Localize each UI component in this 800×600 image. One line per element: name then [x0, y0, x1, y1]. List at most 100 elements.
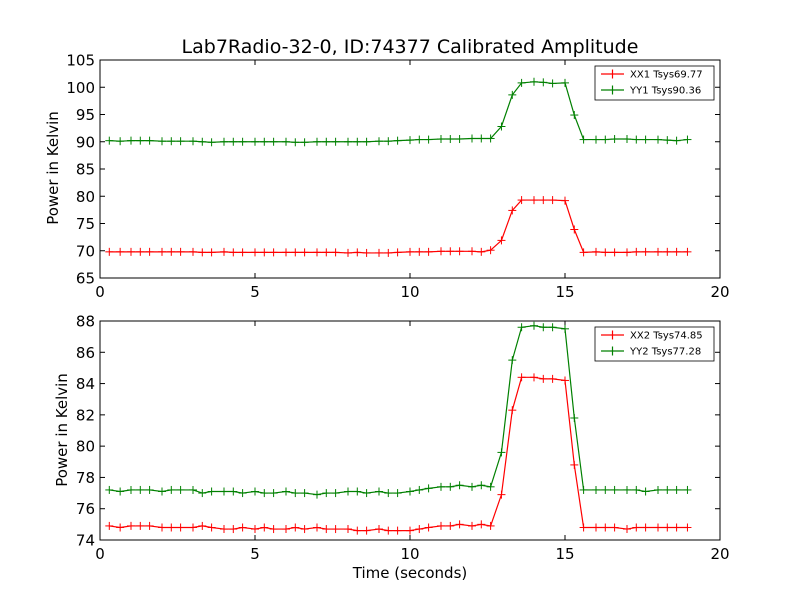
bottom-data-point-2: [145, 485, 154, 494]
top-data-point-2: [508, 90, 517, 99]
top-data-point-1: [260, 248, 269, 257]
top-data-point-2: [158, 137, 166, 146]
bottom-data-point-1: [424, 523, 433, 532]
bottom-data-point-2: [632, 485, 641, 494]
bottom-data-point-1: [468, 521, 476, 530]
bottom-data-point-1: [446, 521, 455, 530]
bottom-data-point-1: [229, 525, 238, 534]
top-data-point-2: [260, 137, 269, 146]
bottom-data-point-1: [672, 523, 681, 532]
bottom-legend: XX2 Tsys74.85 YY2 Tsys77.28: [594, 326, 715, 362]
bottom-y-tick-label: 88: [76, 313, 95, 331]
bottom-data-point-1: [654, 523, 662, 532]
top-data-point-2: [570, 111, 579, 120]
top-data-point-2: [632, 135, 641, 144]
bottom-data-point-1: [579, 523, 588, 532]
bottom-data-point-2: [198, 489, 207, 498]
top-y-tick-label: 75: [76, 215, 95, 233]
bottom-data-point-2: [663, 485, 672, 494]
top-data-point-1: [167, 247, 176, 256]
bottom-data-point-1: [145, 521, 154, 530]
top-data-point-1: [641, 247, 650, 256]
top-data-point-2: [579, 135, 588, 144]
bottom-data-point-2: [415, 485, 424, 494]
top-data-point-2: [322, 137, 331, 146]
top-data-point-1: [610, 248, 619, 257]
top-data-point-1: [486, 246, 495, 255]
bottom-data-point-2: [260, 489, 269, 498]
top-data-point-1: [548, 196, 557, 205]
top-x-tick-label: 15: [555, 283, 574, 301]
chart-top: Lab7Radio-32-0, ID:74377 Calibrated Ampl…: [44, 36, 730, 301]
bottom-data-point-1: [167, 523, 176, 532]
top-y-tick-label: 105: [66, 52, 95, 70]
top-data-point-1: [468, 247, 476, 256]
top-y-tick-label: 95: [76, 106, 95, 124]
top-y-tick-label: 70: [76, 242, 95, 260]
top-data-point-2: [393, 136, 402, 145]
top-data-point-1: [663, 247, 672, 256]
bottom-data-point-1: [198, 521, 207, 530]
top-data-point-2: [344, 137, 352, 146]
top-data-point-1: [517, 196, 526, 205]
bottom-data-point-2: [158, 487, 166, 496]
top-data-point-2: [477, 134, 486, 143]
bottom-data-point-2: [517, 323, 526, 332]
bottom-data-point-2: [530, 321, 538, 330]
top-y-tick-label: 100: [66, 79, 95, 97]
bottom-data-point-1: [300, 525, 309, 534]
bottom-data-point-1: [282, 525, 290, 534]
top-legend-box: [594, 65, 715, 101]
top-x-tick-label: 5: [250, 283, 260, 301]
top-data-point-2: [437, 135, 445, 144]
bottom-data-point-2: [455, 481, 464, 490]
top-legend: XX1 Tsys69.77 YY1 Tsys90.36: [594, 65, 715, 101]
bottom-data-point-2: [424, 484, 433, 493]
top-data-point-1: [229, 248, 238, 257]
top-series-lines: [105, 77, 692, 257]
bottom-data-point-1: [601, 523, 610, 532]
top-data-point-2: [683, 135, 692, 144]
bottom-data-point-2: [486, 482, 495, 491]
bottom-y-tick-label: 78: [76, 469, 95, 487]
bottom-data-point-1: [592, 523, 600, 532]
bottom-data-point-1: [683, 523, 692, 532]
top-data-point-2: [136, 136, 145, 145]
bottom-data-point-1: [189, 523, 197, 532]
top-data-point-2: [300, 138, 309, 147]
top-data-point-2: [497, 122, 506, 131]
top-x-tick-label: 20: [710, 283, 729, 301]
bottom-data-point-1: [406, 526, 414, 535]
top-data-point-1: [207, 248, 216, 257]
bottom-data-point-2: [508, 356, 517, 365]
top-data-point-1: [269, 248, 278, 257]
chart-title: Lab7Radio-32-0, ID:74377 Calibrated Ampl…: [182, 36, 639, 58]
top-data-point-2: [424, 135, 433, 144]
top-data-point-1: [477, 247, 486, 256]
bottom-data-point-2: [353, 487, 362, 496]
bottom-y-tick-label: 74: [76, 532, 95, 550]
bottom-y-axis-label: Power in Kelvin: [53, 373, 71, 487]
bottom-data-point-2: [167, 485, 176, 494]
bottom-x-tick-label: 0: [95, 545, 105, 563]
bottom-data-point-1: [269, 525, 278, 534]
bottom-data-point-2: [601, 485, 610, 494]
bottom-data-point-2: [251, 487, 259, 496]
bottom-x-tick-label: 20: [710, 545, 729, 563]
bottom-x-tick-label: 5: [250, 545, 260, 563]
bottom-data-point-1: [375, 525, 383, 534]
bottom-data-point-2: [683, 485, 692, 494]
top-data-point-1: [331, 248, 340, 257]
bottom-data-point-2: [497, 448, 506, 457]
bottom-data-point-2: [322, 489, 331, 498]
bottom-data-point-2: [136, 485, 145, 494]
top-data-point-2: [530, 77, 538, 86]
top-data-point-2: [145, 136, 154, 145]
bottom-data-point-1: [344, 525, 352, 534]
top-data-point-2: [610, 135, 619, 144]
bottom-data-point-2: [313, 490, 321, 499]
bottom-data-point-1: [437, 521, 445, 530]
bottom-legend-label-xx2: XX2 Tsys74.85: [630, 331, 703, 342]
bottom-data-point-1: [207, 523, 216, 532]
